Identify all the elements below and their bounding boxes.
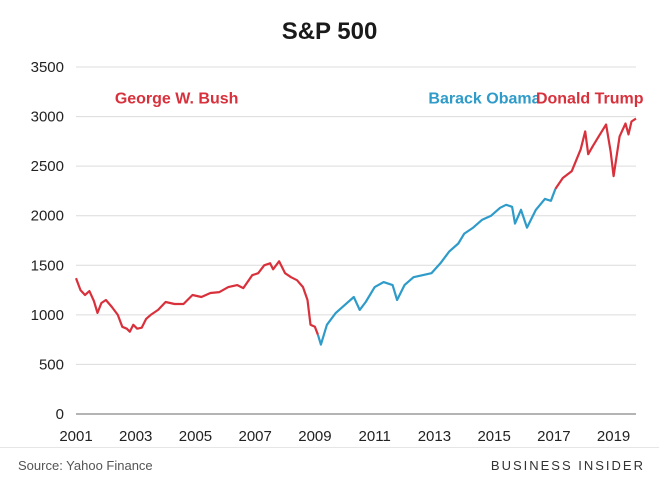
annotation-label: George W. Bush xyxy=(115,91,239,108)
x-tick-label: 2019 xyxy=(597,428,630,445)
series-line-2 xyxy=(554,117,637,190)
x-tick-label: 2003 xyxy=(119,428,152,445)
footer-divider xyxy=(0,447,659,448)
x-tick-label: 2001 xyxy=(59,428,92,445)
y-tick-label: 0 xyxy=(56,406,64,423)
y-tick-label: 1000 xyxy=(31,307,64,324)
x-tick-label: 2017 xyxy=(537,428,570,445)
source-note: Source: Yahoo Finance xyxy=(18,458,153,473)
x-tick-label: 2013 xyxy=(418,428,451,445)
annotation-label: Barack Obama xyxy=(428,91,540,108)
x-tick-label: 2007 xyxy=(239,428,272,445)
x-tick-label: 2011 xyxy=(359,428,391,445)
y-tick-label: 2000 xyxy=(31,208,64,225)
annotation-label: Donald Trump xyxy=(536,91,644,108)
y-tick-label: 500 xyxy=(39,356,64,373)
series-line-0 xyxy=(74,260,319,336)
x-tick-label: 2015 xyxy=(477,428,510,445)
brand-logo: BUSINESS INSIDER xyxy=(490,458,645,473)
chart-title: S&P 500 xyxy=(281,18,378,45)
x-tick-label: 2009 xyxy=(298,428,331,445)
y-tick-label: 3500 xyxy=(31,59,64,76)
series-lines xyxy=(74,117,637,346)
grid-lines xyxy=(76,66,636,415)
series-line-1 xyxy=(316,188,557,346)
y-tick-label: 3000 xyxy=(31,109,64,126)
y-tick-label: 2500 xyxy=(31,158,64,175)
x-axis-ticks: 2001 2003 2005 2007 2009 2011 2013 2015 2017 2019 xyxy=(59,428,630,445)
y-axis-ticks: 0 500 1000 1500 2000 2500 3000 3500 xyxy=(31,59,64,423)
x-tick-label: 2005 xyxy=(179,428,212,445)
y-tick-label: 1500 xyxy=(31,257,64,274)
